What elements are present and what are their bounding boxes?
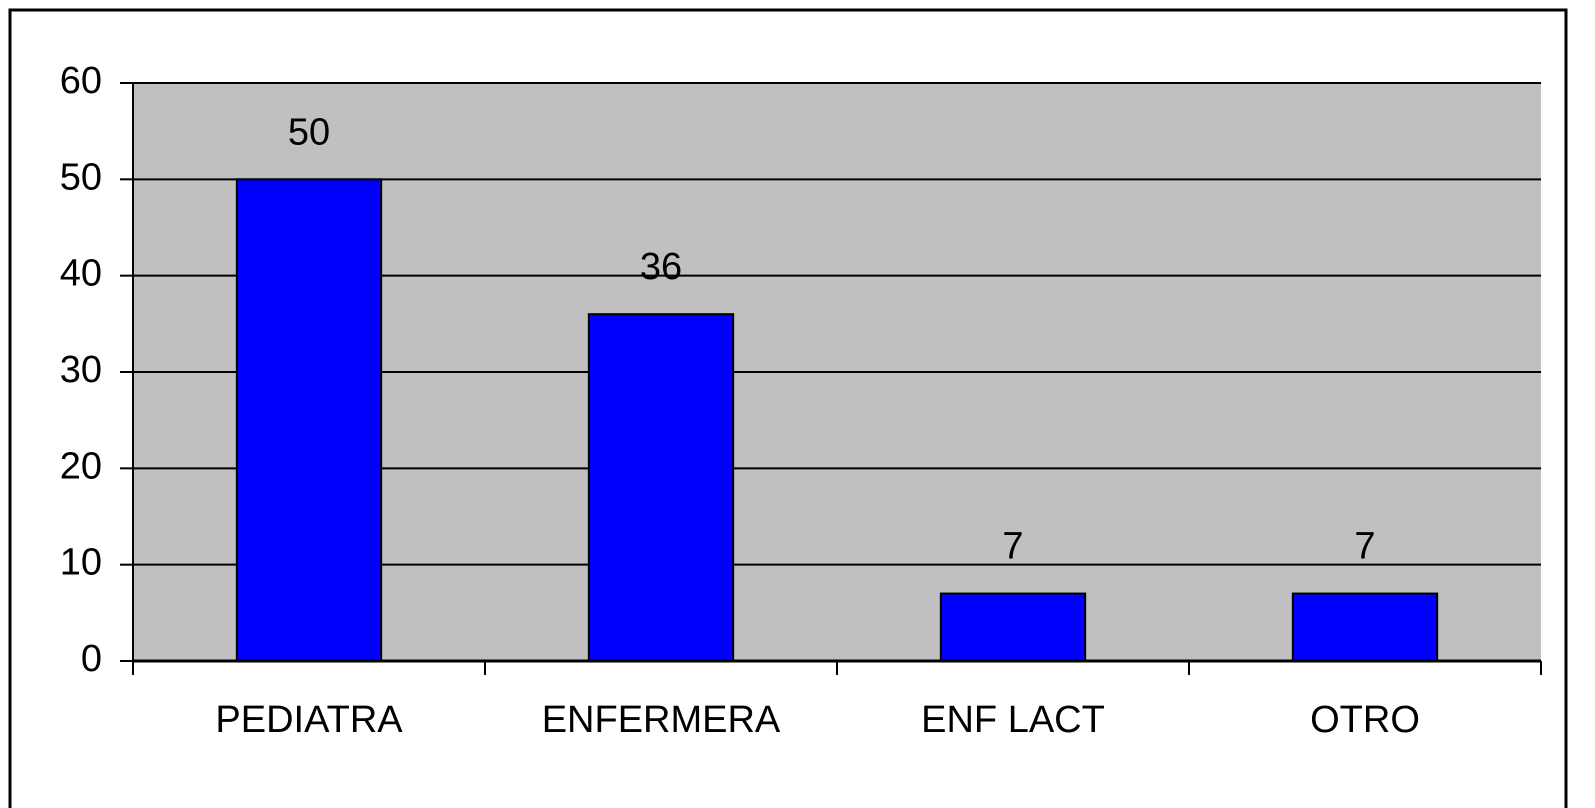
bar	[939, 592, 1087, 662]
y-tick-label: 0	[81, 638, 102, 680]
y-tick-label: 20	[60, 445, 102, 487]
bar	[587, 313, 735, 662]
y-tick-label: 60	[60, 60, 102, 102]
x-tick-label: ENF LACT	[921, 699, 1105, 741]
x-tick-label: OTRO	[1310, 699, 1420, 741]
bar	[235, 178, 383, 662]
y-tick-label: 40	[60, 253, 102, 295]
bar	[1291, 592, 1439, 662]
x-tick-label: PEDIATRA	[215, 699, 403, 741]
data-label: 7	[1002, 526, 1023, 568]
x-tick-label: ENFERMERA	[542, 699, 781, 741]
y-tick-label: 10	[60, 542, 102, 584]
y-tick-label: 50	[60, 156, 102, 198]
data-label: 36	[640, 246, 682, 288]
data-label: 7	[1354, 526, 1375, 568]
y-tick-label: 30	[60, 349, 102, 391]
data-label: 50	[288, 111, 330, 153]
